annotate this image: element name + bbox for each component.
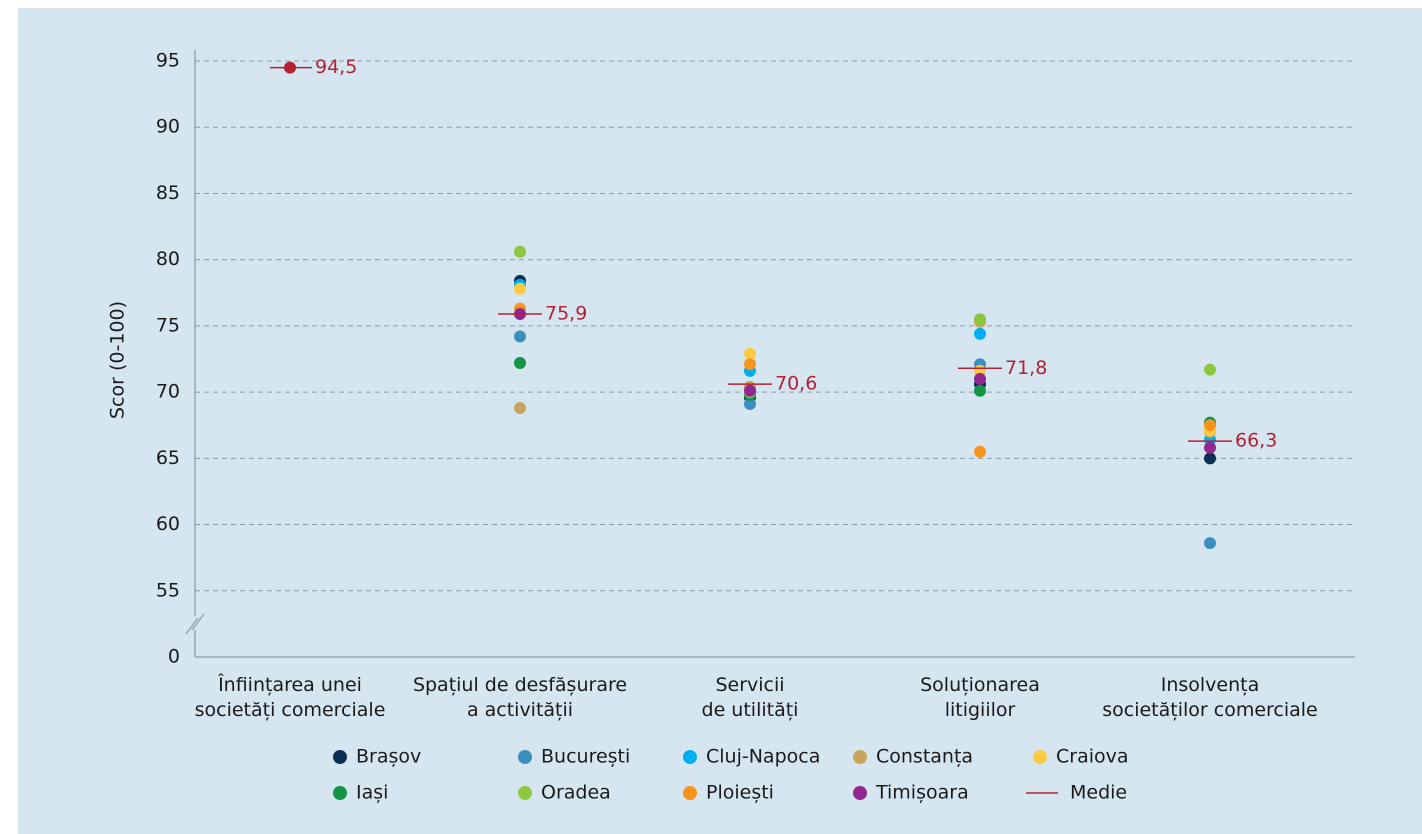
- x-tick-label-line: societăți comerciale: [195, 699, 386, 721]
- y-tick-label: 85: [156, 182, 180, 204]
- mean-label: 71,8: [1005, 357, 1047, 379]
- dot: [974, 372, 986, 385]
- legend-marker: [683, 750, 697, 764]
- mean-dot: [284, 61, 296, 74]
- legend-label: Medie: [1070, 782, 1127, 804]
- dot: [1204, 419, 1216, 432]
- legend-label: Craiova: [1056, 746, 1129, 768]
- dot: [1204, 537, 1216, 550]
- legend-marker: [1033, 750, 1047, 764]
- y-tick-label: 80: [156, 248, 180, 270]
- y-tick-label: 75: [156, 314, 180, 336]
- legend-marker: [518, 786, 532, 800]
- dot: [1204, 452, 1216, 465]
- axis-break: [191, 613, 205, 631]
- legend-label: Ploiești: [706, 782, 774, 804]
- legend-marker: [683, 786, 697, 800]
- legend-label: Iași: [356, 782, 388, 804]
- y-tick-label: 70: [156, 381, 180, 403]
- dot: [1204, 363, 1216, 376]
- dot: [744, 347, 756, 360]
- legend-marker: [518, 750, 532, 764]
- x-tick-label-line: Servicii: [715, 674, 784, 696]
- x-tick-label: Servicii de utilități: [702, 674, 799, 721]
- x-tick-label-line: Înființarea unei: [217, 673, 362, 696]
- x-tick-label-line: a activității: [467, 699, 573, 721]
- dot: [514, 282, 526, 295]
- legend-label: Brașov: [356, 746, 421, 768]
- dot: [744, 358, 756, 371]
- legend-label: Cluj-Napoca: [706, 746, 820, 768]
- legend-label: București: [541, 746, 630, 768]
- x-tick-label-line: litigiilor: [945, 699, 1016, 721]
- x-tick-label-line: Spațiul de desfășurare: [413, 674, 627, 696]
- dot: [514, 402, 526, 415]
- legend-label: Constanța: [876, 746, 973, 768]
- x-tick-label-line: Insolvența: [1161, 674, 1260, 696]
- dot: [1204, 441, 1216, 454]
- y-tick-label: 60: [156, 513, 180, 535]
- dot: [974, 327, 986, 340]
- axis-break: [185, 617, 199, 635]
- legend-marker: [333, 750, 347, 764]
- y-tick-label: 95: [156, 50, 180, 72]
- x-tick-label-line: Soluționarea: [920, 674, 1040, 696]
- x-tick-label-line: societăților comerciale: [1102, 699, 1318, 721]
- dot: [974, 445, 986, 458]
- x-tick-label: Insolvența societăților comerciale: [1102, 674, 1318, 721]
- dot: [514, 245, 526, 258]
- legend-label: Oradea: [541, 782, 611, 804]
- chart-background: [18, 8, 1422, 834]
- x-tick-label: Spațiul de desfășurare a activității: [413, 674, 627, 721]
- x-tick-label: Înființarea unei societăți comerciale: [195, 673, 386, 721]
- dot: [744, 384, 756, 397]
- x-tick-label-line: de utilități: [702, 699, 799, 721]
- mean-label: 66,3: [1235, 430, 1277, 452]
- dot: [514, 330, 526, 343]
- x-tick-label: Soluționarea litigiilor: [920, 674, 1040, 721]
- y-axis-label: Scor (0-100): [107, 301, 129, 419]
- dot: [974, 313, 986, 326]
- dot: [974, 384, 986, 397]
- mean-label: 94,5: [315, 56, 357, 78]
- y-tick-label: 0: [168, 646, 180, 668]
- y-tick-label: 55: [156, 579, 180, 601]
- legend-label: Timișoara: [875, 782, 969, 804]
- legend-marker: [853, 786, 867, 800]
- dot: [744, 398, 756, 411]
- legend-marker: [333, 786, 347, 800]
- mean-label: 75,9: [545, 302, 587, 324]
- legend-marker: [853, 750, 867, 764]
- mean-label: 70,6: [775, 373, 817, 395]
- y-tick-label: 65: [156, 447, 180, 469]
- y-tick-label: 90: [156, 116, 180, 138]
- dot: [514, 356, 526, 369]
